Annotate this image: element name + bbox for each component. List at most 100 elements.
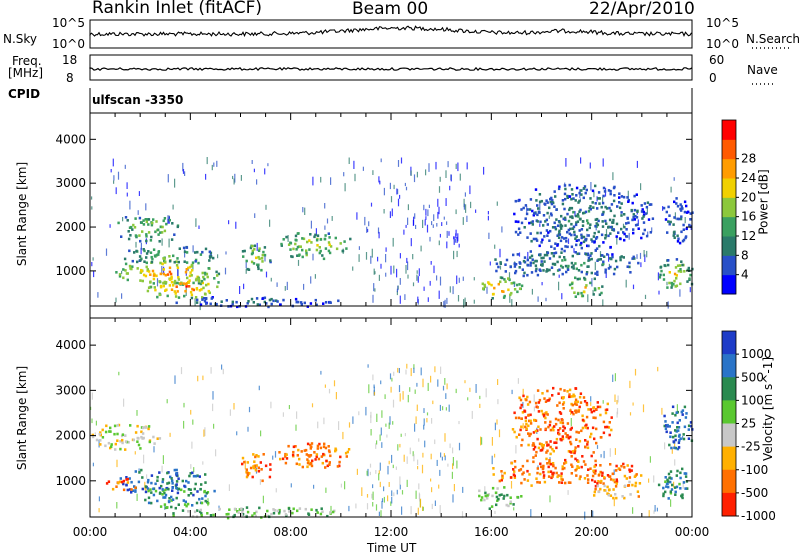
- nsearch-tick-bottom: 10^0: [706, 37, 739, 51]
- power-colorbar-swatch-4: [722, 197, 736, 218]
- velocity-echo-region-9: [593, 478, 642, 500]
- power-colorbar-swatch-0: [722, 274, 736, 295]
- velocity-colorbar-tick-6: -500: [741, 486, 768, 500]
- power-echo-region-4: [241, 244, 272, 272]
- power-colorbar-tick-6: 28: [741, 152, 756, 166]
- velocity-colorbar-swatch-2: [722, 377, 736, 401]
- velocity-echo-region-2: [144, 486, 216, 510]
- velocity-y-tick-3: 4000: [55, 338, 86, 352]
- velocity-colorbar-tick-3: 25: [741, 417, 756, 431]
- power-colorbar-tick-2: 12: [741, 229, 756, 243]
- cpid-label: CPID: [8, 87, 41, 101]
- nsearch-tick-top: 10^5: [706, 16, 739, 30]
- velocity-colorbar-swatch-5: [722, 446, 736, 471]
- velocity-echo-region-3: [105, 477, 137, 492]
- velocity-colorbar-swatch-7: [722, 492, 736, 517]
- power-colorbar-label: Power [dB]: [756, 169, 771, 235]
- velocity-colorbar-tick-7: -1000: [741, 509, 776, 523]
- velocity-colorbar-tick-4: -25: [741, 440, 761, 454]
- power-echo-region-0: [117, 216, 180, 243]
- x-tick-label-3: 12:00: [374, 525, 409, 539]
- velocity-echo-region-10: [657, 467, 689, 500]
- nsky-label: N.Sky: [3, 32, 38, 46]
- velocity-colorbar-tick-0: 1000: [741, 347, 772, 361]
- power-echo-region-10: [658, 258, 694, 289]
- power-colorbar-swatch-6: [722, 158, 736, 179]
- nsky-trace: [89, 25, 692, 38]
- velocity-colorbar-swatch-4: [722, 423, 736, 448]
- nave-tick-bottom: 0: [709, 71, 717, 85]
- nsky-frame: [89, 19, 693, 49]
- power-colorbar-swatch-5: [722, 178, 736, 198]
- x-tick-label-5: 20:00: [574, 525, 609, 539]
- nave-tick-top: 60: [709, 53, 725, 67]
- velocity-colorbar-tick-1: 500: [741, 370, 764, 384]
- power-y-tick-2: 3000: [55, 176, 86, 190]
- power-echo-region-6: [481, 276, 524, 300]
- nave-label: Nave: [747, 63, 778, 77]
- power-colorbar-tick-1: 8: [741, 248, 749, 262]
- power-echo-region-11: [662, 197, 694, 245]
- x-tick-label-1: 04:00: [173, 525, 208, 539]
- freq-label-line2: [MHz]: [8, 66, 44, 80]
- velocity-panel-frame: [89, 317, 693, 518]
- station-title: Rankin Inlet (fitACF): [92, 0, 263, 18]
- power-echo-region-1: [115, 258, 221, 286]
- power-colorbar-tick-4: 20: [741, 190, 756, 204]
- velocity-colorbar-swatch-3: [722, 400, 736, 424]
- power-colorbar-swatch-7: [722, 139, 736, 160]
- x-tick-label-4: 16:00: [474, 525, 509, 539]
- power-echo-region-2: [146, 276, 220, 300]
- freq-tick-bottom: 8: [66, 71, 74, 85]
- x-tick-label-6: 00:00: [675, 525, 710, 539]
- power-colorbar-tick-0: 4: [741, 268, 749, 282]
- power-echo-region-9: [568, 276, 604, 298]
- power-echo-region-8: [513, 183, 655, 252]
- velocity-echo-region-1: [116, 468, 207, 497]
- velocity-y-tick-2: 3000: [55, 383, 86, 397]
- freq-label-line1: Freq.: [12, 54, 42, 68]
- velocity-colorbar-swatch-0: [722, 331, 736, 355]
- power-colorbar-swatch-2: [722, 236, 736, 256]
- x-tick-label-0: 00:00: [73, 525, 108, 539]
- cpid-value: ulfscan -3350: [92, 93, 184, 107]
- velocity-colorbar-swatch-1: [722, 354, 736, 378]
- power-colorbar-tick-3: 16: [741, 210, 756, 224]
- power-echo-region-3: [123, 245, 215, 264]
- velocity-echo-region-0: [91, 423, 162, 451]
- velocity-colorbar-label: Velocity [m s^-1]: [761, 356, 776, 462]
- velocity-echo-region-6: [478, 486, 523, 510]
- power-echo-region-7: [494, 249, 640, 278]
- power-colorbar-frame: [721, 119, 737, 295]
- velocity-echo-region-11: [663, 405, 694, 451]
- power-colorbar-tick-5: 24: [741, 171, 756, 185]
- velocity-colorbar-tick-5: -100: [741, 463, 768, 477]
- velocity-echo-region-4: [241, 453, 272, 483]
- velocity-colorbar-tick-2: 100: [741, 393, 764, 407]
- power-colorbar-swatch-8: [722, 120, 736, 140]
- velocity-panel-ylabel: Slant Range [km]: [15, 365, 30, 471]
- velocity-echo-region-8: [511, 386, 613, 461]
- velocity-y-tick-1: 2000: [55, 429, 86, 443]
- beam-label: Beam 00: [352, 0, 429, 19]
- nsky-tick-top: 10^5: [52, 16, 85, 30]
- velocity-echo-region-5: [278, 442, 351, 469]
- velocity-y-tick-0: 1000: [55, 474, 86, 488]
- nsearch-label: N.Search: [746, 32, 800, 46]
- velocity-echo-region-7: [492, 458, 643, 488]
- freq-frame: [89, 54, 693, 81]
- freq-trace: [89, 66, 693, 71]
- power-colorbar-swatch-3: [722, 216, 736, 237]
- x-tick-label-2: 08:00: [273, 525, 308, 539]
- date-label: 22/Apr/2010: [589, 0, 695, 19]
- freq-tick-top: 18: [62, 53, 78, 67]
- power-y-tick-3: 4000: [55, 132, 86, 146]
- power-y-tick-1: 2000: [55, 220, 86, 234]
- power-panel-frame: [89, 112, 693, 307]
- power-echo-region-5: [280, 232, 352, 261]
- power-panel-ylabel: Slant Range [km]: [15, 161, 30, 267]
- nsky-tick-bottom: 10^0: [52, 37, 85, 51]
- power-y-tick-0: 1000: [55, 264, 86, 278]
